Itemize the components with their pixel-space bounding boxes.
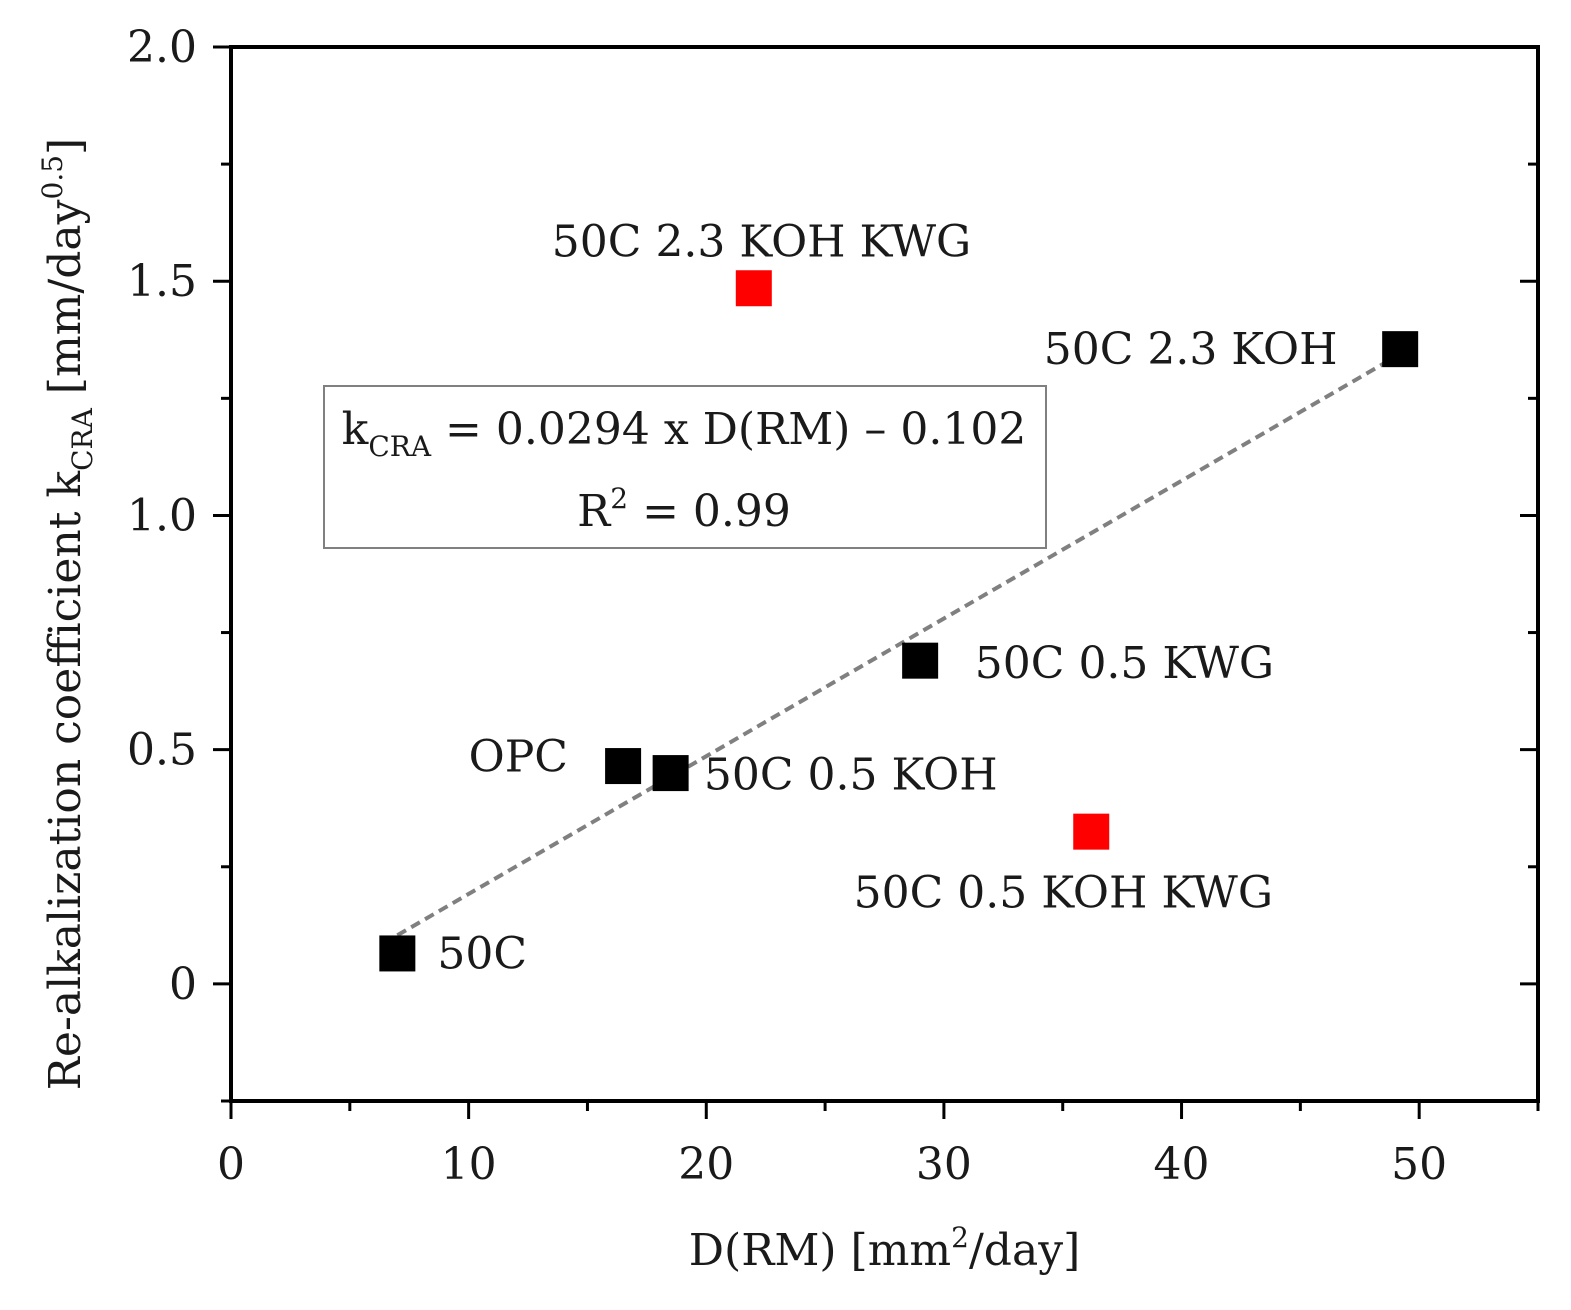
x-axis-title-main: D(RM) [mm bbox=[689, 1225, 951, 1276]
y-axis-title-main: Re-alkalization coefficient k bbox=[40, 471, 91, 1091]
point-label: 50C 0.5 KWG bbox=[975, 638, 1274, 689]
x-axis-title-sup: 2 bbox=[951, 1221, 969, 1254]
data-point bbox=[902, 642, 939, 679]
y-tick-label: 0 bbox=[169, 959, 197, 1010]
y-tick-label: 0.5 bbox=[127, 725, 197, 776]
point-label: 50C 2.3 KOH KWG bbox=[552, 216, 971, 267]
r-squared-value: = 0.99 bbox=[628, 486, 791, 537]
point-label: OPC bbox=[469, 732, 568, 783]
y-tick-label: 2.0 bbox=[127, 22, 197, 73]
data-point bbox=[1073, 813, 1110, 850]
equation-rest: = 0.0294 x D(RM) – 0.102 bbox=[431, 404, 1026, 455]
y-axis-title-tail: ] bbox=[40, 138, 91, 155]
plot-frame bbox=[229, 45, 1540, 1103]
y-tick-labels: 0 0.5 1.0 1.5 2.0 bbox=[127, 22, 197, 1010]
point-label: 50C bbox=[437, 928, 527, 979]
y-tick-label: 1.0 bbox=[127, 490, 197, 541]
data-point bbox=[652, 755, 689, 792]
x-tick-label: 20 bbox=[678, 1139, 734, 1190]
x-axis-title: D(RM) [mm2/day] bbox=[689, 1221, 1080, 1276]
equation-k-subscript: CRA bbox=[368, 430, 432, 463]
point-label: 50C 0.5 KOH KWG bbox=[854, 868, 1273, 919]
point-label: 50C 0.5 KOH bbox=[704, 749, 998, 800]
equation-box-frame bbox=[323, 385, 1047, 549]
data-point bbox=[605, 748, 642, 785]
fit-line bbox=[396, 352, 1402, 937]
x-tick-label: 40 bbox=[1154, 1139, 1210, 1190]
y-axis-title: Re-alkalization coefficient kCRA [mm/day… bbox=[36, 138, 99, 1090]
x-tick-label: 0 bbox=[217, 1139, 245, 1190]
x-tick-label: 10 bbox=[441, 1139, 497, 1190]
data-point bbox=[1382, 331, 1419, 368]
y-tick-label: 1.5 bbox=[127, 256, 197, 307]
x-axis-title-tail: /day] bbox=[969, 1225, 1080, 1276]
x-tick-label: 50 bbox=[1391, 1139, 1447, 1190]
equation-box: kCRA = 0.0294 x D(RM) – 0.102 R2 = 0.99 bbox=[323, 385, 1047, 549]
y-axis-title-sub: CRA bbox=[66, 407, 99, 471]
point-labels: 50C OPC 50C 0.5 KOH 50C 0.5 KWG 50C 2.3 KOH 5… bbox=[437, 216, 1337, 979]
y-axis-title-mid: [mm/day bbox=[40, 199, 91, 408]
data-point bbox=[379, 935, 416, 972]
equation-line-1: kCRA = 0.0294 x D(RM) – 0.102 bbox=[342, 404, 1027, 463]
r-squared-superscript: 2 bbox=[610, 482, 628, 515]
equation-k: k bbox=[342, 404, 369, 455]
point-label: 50C 2.3 KOH bbox=[1044, 324, 1338, 375]
y-axis-title-sup: 0.5 bbox=[36, 155, 69, 200]
r-squared-r: R bbox=[577, 486, 612, 537]
equation-line-2: R2 = 0.99 bbox=[577, 482, 791, 537]
data-points bbox=[379, 270, 1419, 972]
data-point bbox=[735, 270, 772, 307]
x-tick-label: 30 bbox=[916, 1139, 972, 1190]
fit-line-layer bbox=[396, 352, 1402, 937]
x-tick-labels: 0 10 20 30 40 50 bbox=[217, 1139, 1447, 1190]
